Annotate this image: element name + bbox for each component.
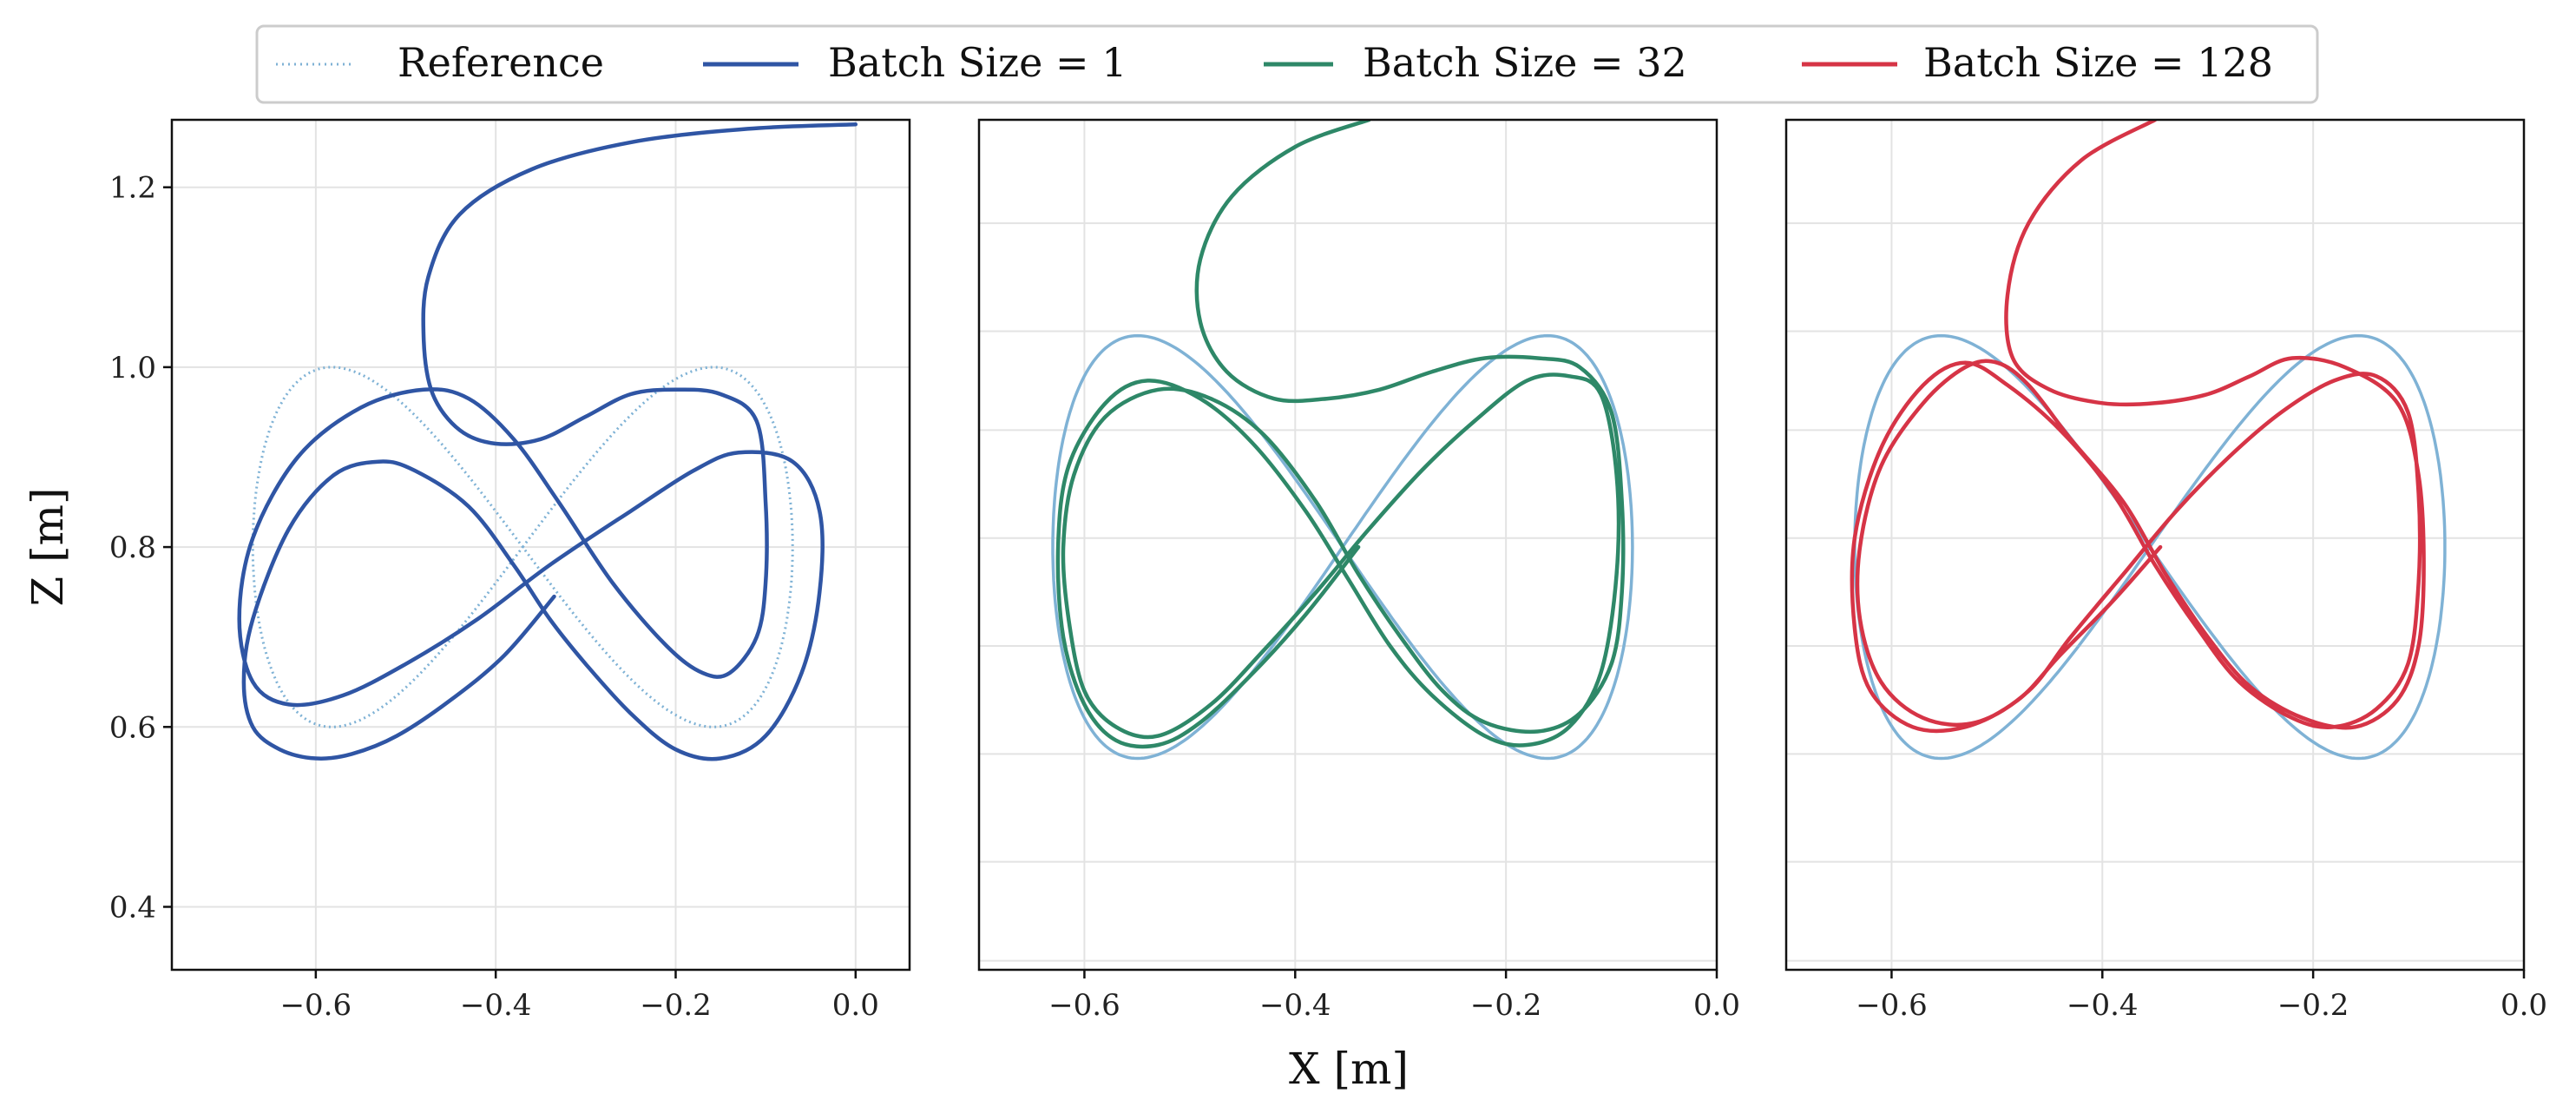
legend-label-batch-1: Batch Size = 1 bbox=[828, 39, 1127, 86]
x-tick-label: −0.4 bbox=[460, 988, 532, 1023]
axes-frame bbox=[170, 118, 911, 972]
x-tick-label: 0.0 bbox=[1693, 988, 1740, 1023]
x-tick-label: −0.2 bbox=[1470, 988, 1542, 1023]
x-axis-label: X [m] bbox=[1289, 1044, 1409, 1094]
x-tick-label: −0.6 bbox=[280, 988, 352, 1023]
subplot-batch-128: −0.6 −0.4 −0.2 0.0 bbox=[1784, 118, 2547, 1023]
series-line-0 bbox=[237, 122, 858, 761]
axes-frame bbox=[977, 118, 1718, 972]
x-tick-label: −0.4 bbox=[1259, 988, 1331, 1023]
legend-label-batch-128: Batch Size = 128 bbox=[1923, 39, 2273, 86]
y-tick-label: 0.8 bbox=[109, 530, 156, 565]
subplot-batch-32: −0.6 −0.4 −0.2 0.0 bbox=[977, 118, 1740, 1023]
y-tick-label: 0.4 bbox=[109, 890, 156, 925]
reference-trajectory bbox=[251, 366, 794, 728]
legend-label-reference: Reference bbox=[398, 39, 604, 86]
subplot-batch-1: −0.6 −0.4 −0.2 0.0 0.4 0.6 0.8 1.0 1.2 bbox=[109, 118, 911, 1023]
x-tick-label: −0.2 bbox=[2277, 988, 2349, 1023]
series-line-0 bbox=[1850, 120, 2426, 734]
legend: Reference Batch Size = 1 Batch Size = 32… bbox=[255, 24, 2319, 104]
x-tick-label: −0.6 bbox=[1856, 988, 1928, 1023]
legend-label-batch-32: Batch Size = 32 bbox=[1363, 39, 1687, 86]
y-tick-label: 1.0 bbox=[109, 351, 156, 385]
x-tick-label: 0.0 bbox=[832, 988, 879, 1023]
y-axis-label: Z [m] bbox=[23, 487, 73, 606]
y-tick-label: 1.2 bbox=[109, 171, 156, 206]
x-tick-label: −0.2 bbox=[640, 988, 712, 1023]
series-line-0 bbox=[1055, 120, 1626, 749]
axes-frame bbox=[1784, 118, 2526, 972]
x-tick-label: −0.6 bbox=[1048, 988, 1120, 1023]
x-tick-label: −0.4 bbox=[2067, 988, 2139, 1023]
x-tick-label: 0.0 bbox=[2500, 988, 2547, 1023]
y-tick-label: 0.6 bbox=[109, 710, 156, 745]
